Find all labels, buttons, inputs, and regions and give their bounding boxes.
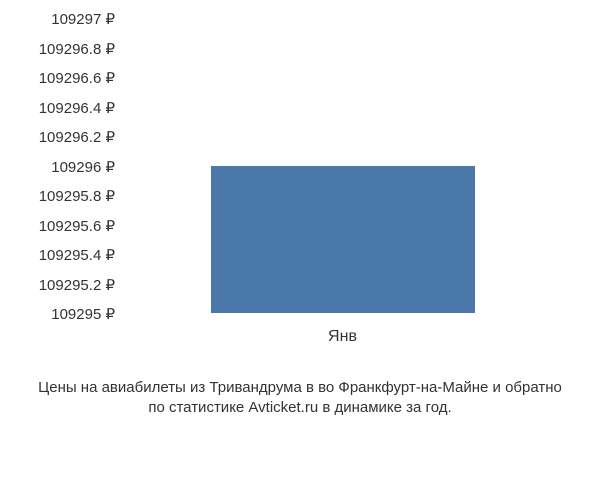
- y-tick-label: 109295 ₽: [51, 307, 115, 322]
- y-tick-label: 109296.6 ₽: [39, 71, 115, 86]
- y-tick-label: 109295.8 ₽: [39, 189, 115, 204]
- plot-area: [130, 18, 555, 313]
- price-chart: 109297 ₽ 109296.8 ₽ 109296.6 ₽ 109296.4 …: [0, 0, 600, 500]
- y-tick-label: 109295.2 ₽: [39, 278, 115, 293]
- caption-line-2: по статистике Avticket.ru в динамике за …: [0, 398, 600, 418]
- y-tick-label: 109296.2 ₽: [39, 130, 115, 145]
- y-tick-label: 109296 ₽: [51, 160, 115, 175]
- y-tick-label: 109297 ₽: [51, 12, 115, 27]
- caption-line-1: Цены на авиабилеты из Тривандрума в во Ф…: [0, 378, 600, 398]
- x-tick-label: Янв: [130, 328, 555, 346]
- y-tick-label: 109296.8 ₽: [39, 42, 115, 57]
- y-tick-label: 109295.4 ₽: [39, 248, 115, 263]
- y-tick-label: 109296.4 ₽: [39, 101, 115, 116]
- bar-jan: [211, 166, 475, 314]
- y-tick-label: 109295.6 ₽: [39, 219, 115, 234]
